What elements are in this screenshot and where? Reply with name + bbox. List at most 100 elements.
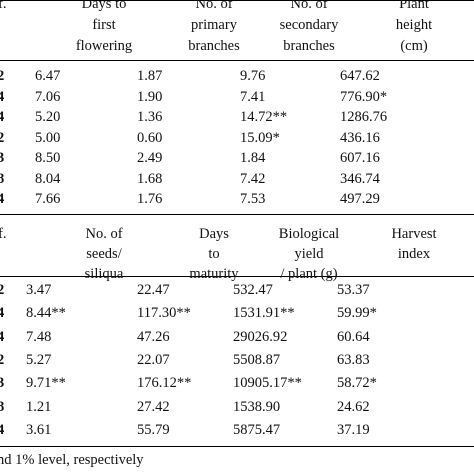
df-header: f. xyxy=(0,0,7,12)
column-header-line: Harvest xyxy=(391,226,437,242)
column-header-line: maturity xyxy=(189,266,239,282)
table-cell: 7.41 xyxy=(240,88,266,105)
column-header-line: No. of xyxy=(290,0,328,12)
column-header-line: Plant xyxy=(399,0,429,12)
df-value: 2 xyxy=(0,351,5,368)
df-value: 4 xyxy=(0,328,5,345)
table-footnote: nd 1% level, respectively xyxy=(0,452,144,468)
table-cell: 497.29 xyxy=(340,191,380,207)
table-cell: 346.74 xyxy=(340,170,380,187)
table-cell: 29026.92 xyxy=(233,328,288,345)
table-cell: 5508.87 xyxy=(233,351,281,368)
table-cell: 5.20 xyxy=(35,109,61,125)
table-cell: 59.99* xyxy=(337,305,377,322)
table-cell: 1.90 xyxy=(137,88,163,105)
df-value: 2 xyxy=(0,282,5,298)
table-cell: 1531.91** xyxy=(233,305,295,322)
column-header-line: flowering xyxy=(75,38,133,54)
table-cell: 10905.17** xyxy=(233,375,302,392)
table-cell: 8.04 xyxy=(35,170,61,187)
table-cell: 14.72** xyxy=(240,109,288,125)
df-value: 8 xyxy=(0,398,5,415)
column-header-line: / plant (g) xyxy=(280,266,338,282)
df-value: 4 xyxy=(0,191,5,207)
df-value: 4 xyxy=(0,305,5,322)
column-header-line: first xyxy=(92,17,116,33)
table-cell: 1.68 xyxy=(137,170,163,187)
table-cell: 1286.76 xyxy=(340,109,388,125)
table-cell: 1.21 xyxy=(26,398,52,415)
table-cell: 3.47 xyxy=(26,282,52,298)
df-value: 4 xyxy=(0,109,5,125)
df-value: 2 xyxy=(0,129,5,146)
table-cell: 532.47 xyxy=(233,282,273,298)
table-cell: 8.44** xyxy=(26,305,66,322)
table-cell: 6.47 xyxy=(35,68,61,84)
column-header-line: index xyxy=(397,246,431,262)
table-cell: 53.37 xyxy=(337,282,370,298)
column-header-line: branches xyxy=(188,38,240,54)
table-cell: 22.07 xyxy=(137,351,170,368)
table-cell: 1538.90 xyxy=(233,398,281,415)
table-cell: 5875.47 xyxy=(233,421,281,438)
column-header-line: No. of xyxy=(85,226,123,242)
df-value: 8 xyxy=(0,170,5,187)
table-cell: 0.60 xyxy=(137,129,163,146)
column-header-line: height xyxy=(395,17,433,33)
table-cell: 9.71** xyxy=(26,375,66,392)
table-cell: 47.26 xyxy=(137,328,170,345)
table-cell: 27.42 xyxy=(137,398,170,415)
table-cell: 1.36 xyxy=(137,109,163,125)
column-header-line: secondary xyxy=(279,17,339,33)
column-header-line: yield xyxy=(294,246,324,262)
table-cell: 2.49 xyxy=(137,150,163,166)
column-header-line: No. of xyxy=(195,0,233,12)
table-cell: 7.53 xyxy=(240,191,266,207)
column-header-line: siliqua xyxy=(84,266,124,282)
table-cell: 7.42 xyxy=(240,170,266,187)
table-cell: 7.06 xyxy=(35,88,61,105)
df-value: 3 xyxy=(0,150,5,166)
table-cell: 37.19 xyxy=(337,421,370,438)
table-cell: 1.84 xyxy=(240,150,266,166)
table-cell: 776.90* xyxy=(340,88,388,105)
table-rule xyxy=(0,0,474,1)
column-header-line: Biological xyxy=(278,226,340,242)
table-cell: 607.16 xyxy=(340,150,380,166)
table-cell: 647.62 xyxy=(340,68,380,84)
table-cell: 5.00 xyxy=(35,129,61,146)
table-cell: 63.83 xyxy=(337,351,370,368)
table-cell: 22.47 xyxy=(137,282,170,298)
column-header-line: seeds/ xyxy=(86,246,122,262)
table-cell: 58.72* xyxy=(337,375,377,392)
table-cell: 60.64 xyxy=(337,328,370,345)
column-header-line: branches xyxy=(283,38,335,54)
column-header-line: Days to xyxy=(81,0,127,12)
table-cell: 9.76 xyxy=(240,68,266,84)
table-cell: 1.76 xyxy=(137,191,163,207)
column-header-line: primary xyxy=(191,17,237,33)
table-cell: 15.09* xyxy=(240,129,280,146)
df-value: 3 xyxy=(0,375,5,392)
table-rule xyxy=(0,276,474,277)
table-cell: 117.30** xyxy=(137,305,191,322)
table-cell: 5.27 xyxy=(26,351,52,368)
df-header: f. xyxy=(0,226,7,242)
table-rule xyxy=(0,446,474,447)
table-cell: 436.16 xyxy=(340,129,380,146)
df-value: 4 xyxy=(0,421,5,438)
table-cell: 8.50 xyxy=(35,150,61,166)
table-rule xyxy=(0,214,474,215)
table-cell: 3.61 xyxy=(26,421,52,438)
table-cell: 7.48 xyxy=(26,328,52,345)
column-header-line: (cm) xyxy=(400,38,428,54)
df-value: 2 xyxy=(0,68,5,84)
table-cell: 55.79 xyxy=(137,421,170,438)
df-value: 4 xyxy=(0,88,5,105)
table-cell: 1.87 xyxy=(137,68,163,84)
table-cell: 176.12** xyxy=(137,375,192,392)
column-header-line: to xyxy=(208,246,220,262)
table-rule xyxy=(0,60,474,61)
table-cell: 7.66 xyxy=(35,191,61,207)
table-cell: 24.62 xyxy=(337,398,370,415)
